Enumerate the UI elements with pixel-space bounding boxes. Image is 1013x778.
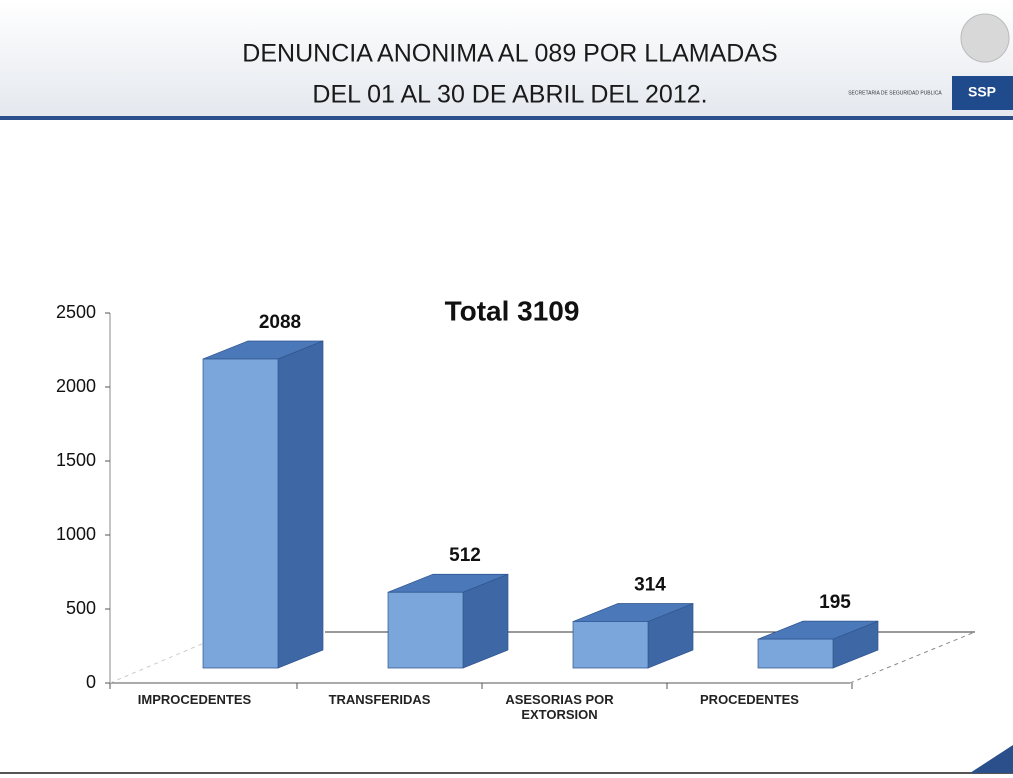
floor-side [849,631,976,684]
y-tick-label: 2000 [56,376,96,396]
x-tick-label: ASESORIAS POR EXTORSION [505,692,614,722]
bar [202,340,324,669]
header-band [0,0,1013,118]
logo-box [952,76,1013,110]
y-tick-label: 500 [66,598,96,618]
corner [970,745,1013,773]
bar-front [387,591,464,669]
y-tick-label: 1500 [56,450,96,470]
bar-side [277,340,324,669]
bar [387,573,509,669]
annotation: Total 3109 [445,295,580,326]
logo-text: SSP [968,84,996,100]
value-label: 2088 [259,312,301,333]
value-label: 195 [819,592,851,613]
logo-emblem [960,13,1010,63]
title-line: DEL 01 AL 30 DE ABRIL DEL 2012. [312,81,707,109]
floor-left [109,631,231,684]
header-rule [0,116,1013,120]
y-tick-label: 1000 [56,524,96,544]
bar-front [202,358,279,669]
agency-text: SECRETARIA DE SEGURIDAD PUBLICA [848,90,942,96]
x-tick-label: IMPROCEDENTES [137,692,252,707]
y-tick-label: 0 [86,672,96,692]
x-tick-label: PROCEDENTES [700,692,799,707]
value-label: 512 [449,545,481,566]
bar-front [757,638,834,669]
x-tick-label: TRANSFERIDAS [328,692,431,707]
value-label: 314 [634,575,666,596]
bar-front [572,621,649,669]
y-tick-label: 2500 [56,302,96,322]
title-line: DENUNCIA ANONIMA AL 089 POR LLAMADAS [242,40,777,68]
bar [572,603,694,669]
bar [757,620,879,669]
